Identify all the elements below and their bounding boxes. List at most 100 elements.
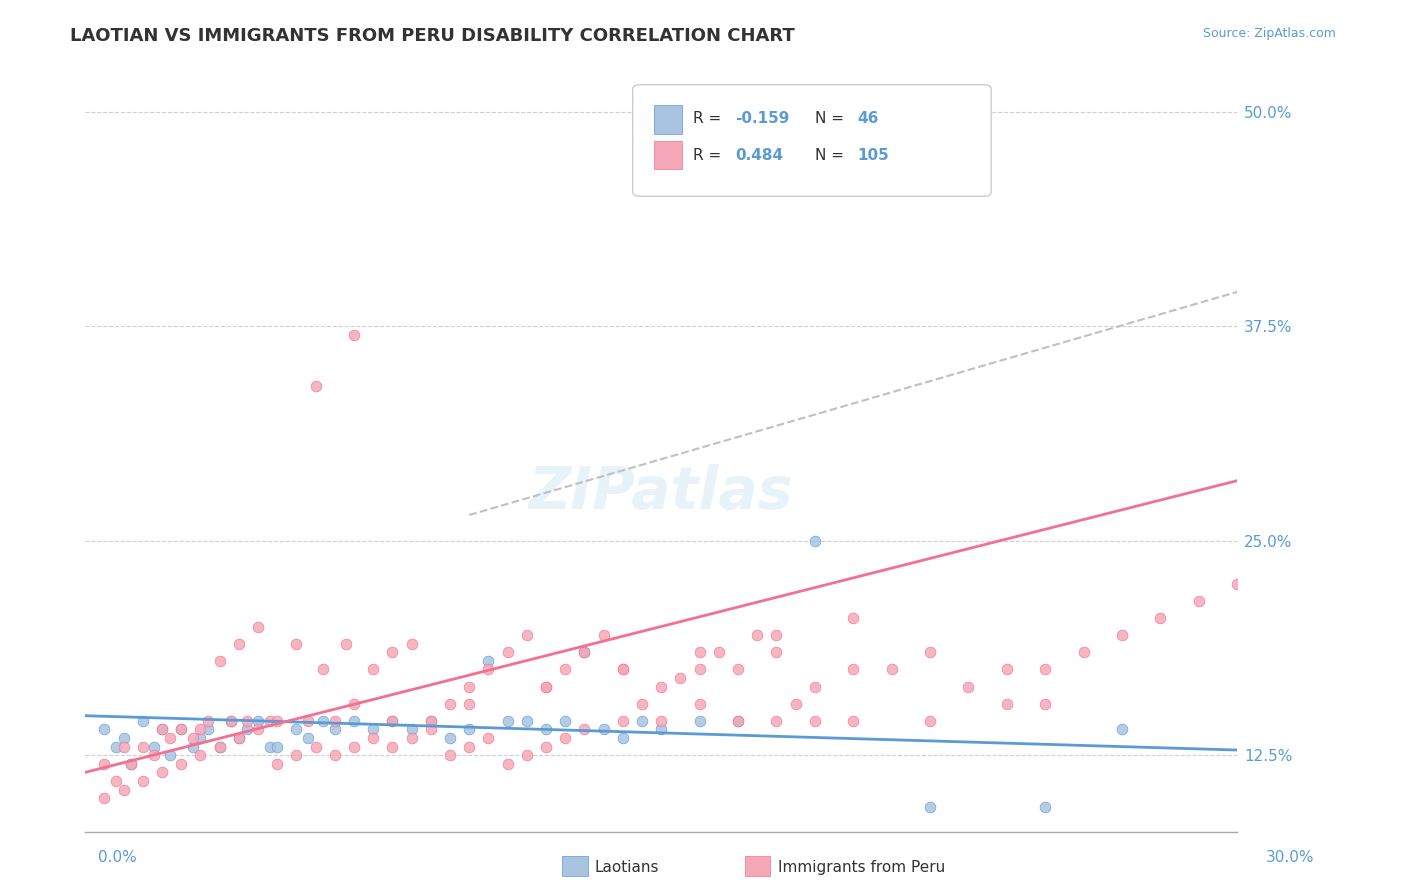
Point: [458, 723, 481, 737]
Point: [574, 645, 596, 659]
Point: [219, 714, 242, 728]
Point: [112, 782, 135, 797]
Point: [439, 697, 461, 711]
Point: [534, 680, 557, 694]
Point: [516, 628, 538, 642]
Point: [765, 645, 787, 659]
Point: [361, 731, 384, 745]
Point: [159, 748, 181, 763]
Point: [228, 731, 250, 745]
Text: LAOTIAN VS IMMIGRANTS FROM PERU DISABILITY CORRELATION CHART: LAOTIAN VS IMMIGRANTS FROM PERU DISABILI…: [70, 27, 794, 45]
Point: [208, 739, 231, 754]
Point: [650, 723, 672, 737]
Point: [419, 714, 441, 728]
Point: [197, 714, 219, 728]
Point: [534, 723, 557, 737]
Point: [957, 680, 980, 694]
Point: [650, 680, 672, 694]
Point: [401, 731, 423, 745]
Point: [592, 628, 614, 642]
Point: [93, 756, 115, 771]
Point: [170, 723, 193, 737]
Point: [132, 773, 155, 788]
Point: [297, 714, 319, 728]
Point: [804, 714, 827, 728]
Text: 30.0%: 30.0%: [1267, 850, 1315, 865]
Point: [496, 756, 519, 771]
Point: [235, 723, 257, 737]
Point: [1149, 611, 1171, 625]
Point: [439, 748, 461, 763]
Point: [612, 714, 634, 728]
Point: [534, 680, 557, 694]
Point: [170, 756, 193, 771]
Text: N =: N =: [815, 148, 849, 162]
Point: [419, 723, 441, 737]
Point: [361, 662, 384, 676]
Point: [401, 637, 423, 651]
Point: [228, 637, 250, 651]
Point: [439, 731, 461, 745]
Text: 0.0%: 0.0%: [98, 850, 138, 865]
Text: N =: N =: [815, 112, 849, 126]
Point: [297, 731, 319, 745]
Point: [419, 714, 441, 728]
Point: [150, 765, 173, 780]
Point: [143, 748, 166, 763]
Point: [496, 645, 519, 659]
Point: [1033, 662, 1056, 676]
Point: [266, 739, 288, 754]
Point: [323, 723, 346, 737]
Point: [918, 714, 941, 728]
Point: [1111, 723, 1133, 737]
Point: [1033, 697, 1056, 711]
Point: [120, 756, 142, 771]
Point: [995, 662, 1018, 676]
Point: [1188, 594, 1211, 608]
Point: [765, 714, 787, 728]
Point: [516, 748, 538, 763]
Point: [235, 714, 257, 728]
Text: 0.484: 0.484: [735, 148, 783, 162]
Point: [689, 714, 711, 728]
Point: [305, 739, 328, 754]
Point: [516, 714, 538, 728]
Text: Laotians: Laotians: [595, 860, 659, 874]
Point: [842, 611, 865, 625]
Point: [785, 697, 807, 711]
Point: [285, 723, 308, 737]
Point: [323, 714, 346, 728]
Point: [880, 662, 903, 676]
Point: [105, 739, 128, 754]
Point: [381, 739, 404, 754]
Text: -0.159: -0.159: [735, 112, 790, 126]
Point: [477, 731, 499, 745]
Point: [381, 645, 404, 659]
Point: [650, 714, 672, 728]
Point: [132, 739, 155, 754]
Point: [612, 731, 634, 745]
Point: [458, 697, 481, 711]
Point: [554, 662, 576, 676]
Point: [631, 714, 654, 728]
Point: [208, 739, 231, 754]
Point: [1111, 628, 1133, 642]
Text: R =: R =: [693, 112, 727, 126]
Point: [574, 645, 596, 659]
Point: [458, 739, 481, 754]
Point: [631, 697, 654, 711]
Point: [312, 662, 335, 676]
Point: [150, 723, 173, 737]
Point: [1033, 799, 1056, 814]
Point: [105, 773, 128, 788]
Point: [285, 637, 308, 651]
Text: R =: R =: [693, 148, 727, 162]
Point: [554, 731, 576, 745]
Point: [1073, 645, 1095, 659]
Point: [574, 723, 596, 737]
Point: [995, 697, 1018, 711]
Point: [612, 662, 634, 676]
Point: [592, 723, 614, 737]
Point: [112, 739, 135, 754]
Point: [496, 714, 519, 728]
